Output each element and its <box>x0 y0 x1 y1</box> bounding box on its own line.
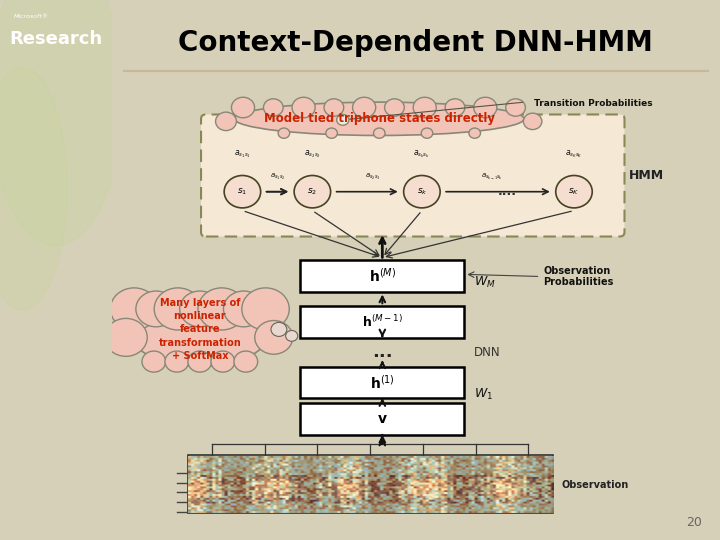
Circle shape <box>523 113 542 130</box>
Circle shape <box>271 322 287 336</box>
Circle shape <box>384 99 404 116</box>
Circle shape <box>469 128 480 138</box>
Circle shape <box>326 128 338 138</box>
Circle shape <box>264 99 283 116</box>
Circle shape <box>180 291 220 327</box>
Circle shape <box>211 351 235 372</box>
Circle shape <box>474 97 497 118</box>
Text: $a_{s_1s_2}$: $a_{s_1s_2}$ <box>269 172 285 182</box>
Bar <box>300 306 464 338</box>
Text: ...: ... <box>372 343 392 361</box>
Text: $s_K$: $s_K$ <box>568 186 580 197</box>
Circle shape <box>142 351 166 372</box>
Text: $s_1$: $s_1$ <box>238 186 248 197</box>
Circle shape <box>421 128 433 138</box>
Text: $s_k$: $s_k$ <box>417 186 427 197</box>
Circle shape <box>505 99 526 116</box>
FancyBboxPatch shape <box>201 114 624 237</box>
Circle shape <box>188 351 212 372</box>
Text: $s_2$: $s_2$ <box>307 186 318 197</box>
Text: Microsoft®: Microsoft® <box>14 14 48 18</box>
Text: $\mathbf{h}^{(M-1)}$: $\mathbf{h}^{(M-1)}$ <box>362 314 402 330</box>
Text: $W_1$: $W_1$ <box>474 387 492 402</box>
Circle shape <box>242 288 289 330</box>
Text: Observation: Observation <box>562 480 629 490</box>
Text: Many layers of
nonlinear
feature
transformation
+ SoftMax: Many layers of nonlinear feature transfo… <box>158 298 241 361</box>
Circle shape <box>136 291 176 327</box>
Circle shape <box>337 114 349 125</box>
Text: Research: Research <box>9 30 102 48</box>
Ellipse shape <box>235 102 524 136</box>
Circle shape <box>294 176 330 208</box>
Circle shape <box>413 97 436 118</box>
Ellipse shape <box>0 68 67 310</box>
Ellipse shape <box>130 298 269 366</box>
Circle shape <box>104 319 148 356</box>
Text: $a_{s_2s_3}$: $a_{s_2s_3}$ <box>366 172 381 182</box>
Bar <box>188 455 553 513</box>
Circle shape <box>255 321 293 354</box>
Bar <box>300 260 464 292</box>
Text: $W_M$: $W_M$ <box>474 275 495 290</box>
Text: 20: 20 <box>686 516 702 529</box>
Circle shape <box>223 291 264 327</box>
Text: HMM: HMM <box>629 169 664 182</box>
Text: ....: .... <box>498 185 516 198</box>
Circle shape <box>324 99 343 116</box>
Text: Observation
Probabilities: Observation Probabilities <box>544 266 614 287</box>
Circle shape <box>278 128 289 138</box>
Text: $a_{s_ks_k}$: $a_{s_ks_k}$ <box>413 149 431 160</box>
Text: $a_{s_{k-1}s_k}$: $a_{s_{k-1}s_k}$ <box>481 172 503 182</box>
Circle shape <box>154 288 202 330</box>
Circle shape <box>165 351 189 372</box>
Circle shape <box>110 288 158 330</box>
Text: $a_{s_1s_1}$: $a_{s_1s_1}$ <box>234 149 251 160</box>
Circle shape <box>445 99 465 116</box>
Circle shape <box>374 128 385 138</box>
Bar <box>300 367 464 398</box>
Circle shape <box>231 97 255 118</box>
Text: Model tied triphone states directly: Model tied triphone states directly <box>264 112 495 125</box>
Circle shape <box>556 176 593 208</box>
Text: Context-Dependent DNN-HMM: Context-Dependent DNN-HMM <box>179 29 653 57</box>
Text: Transition Probabilities: Transition Probabilities <box>534 99 653 108</box>
Text: $\mathbf{h}^{(M)}$: $\mathbf{h}^{(M)}$ <box>369 267 396 285</box>
Ellipse shape <box>0 0 122 246</box>
Text: DNN: DNN <box>474 346 500 359</box>
Circle shape <box>198 288 246 330</box>
Circle shape <box>292 97 315 118</box>
Circle shape <box>353 97 376 118</box>
Bar <box>300 403 464 435</box>
Circle shape <box>224 176 261 208</box>
Circle shape <box>404 176 440 208</box>
Text: $a_{s_2s_2}$: $a_{s_2s_2}$ <box>304 149 321 160</box>
Text: $\mathbf{v}$: $\mathbf{v}$ <box>377 412 388 426</box>
Circle shape <box>234 351 258 372</box>
Text: $a_{s_Ks_K}$: $a_{s_Ks_K}$ <box>565 149 582 160</box>
Text: $\mathbf{h}^{(1)}$: $\mathbf{h}^{(1)}$ <box>370 373 395 392</box>
Circle shape <box>286 330 298 341</box>
Circle shape <box>215 112 236 131</box>
